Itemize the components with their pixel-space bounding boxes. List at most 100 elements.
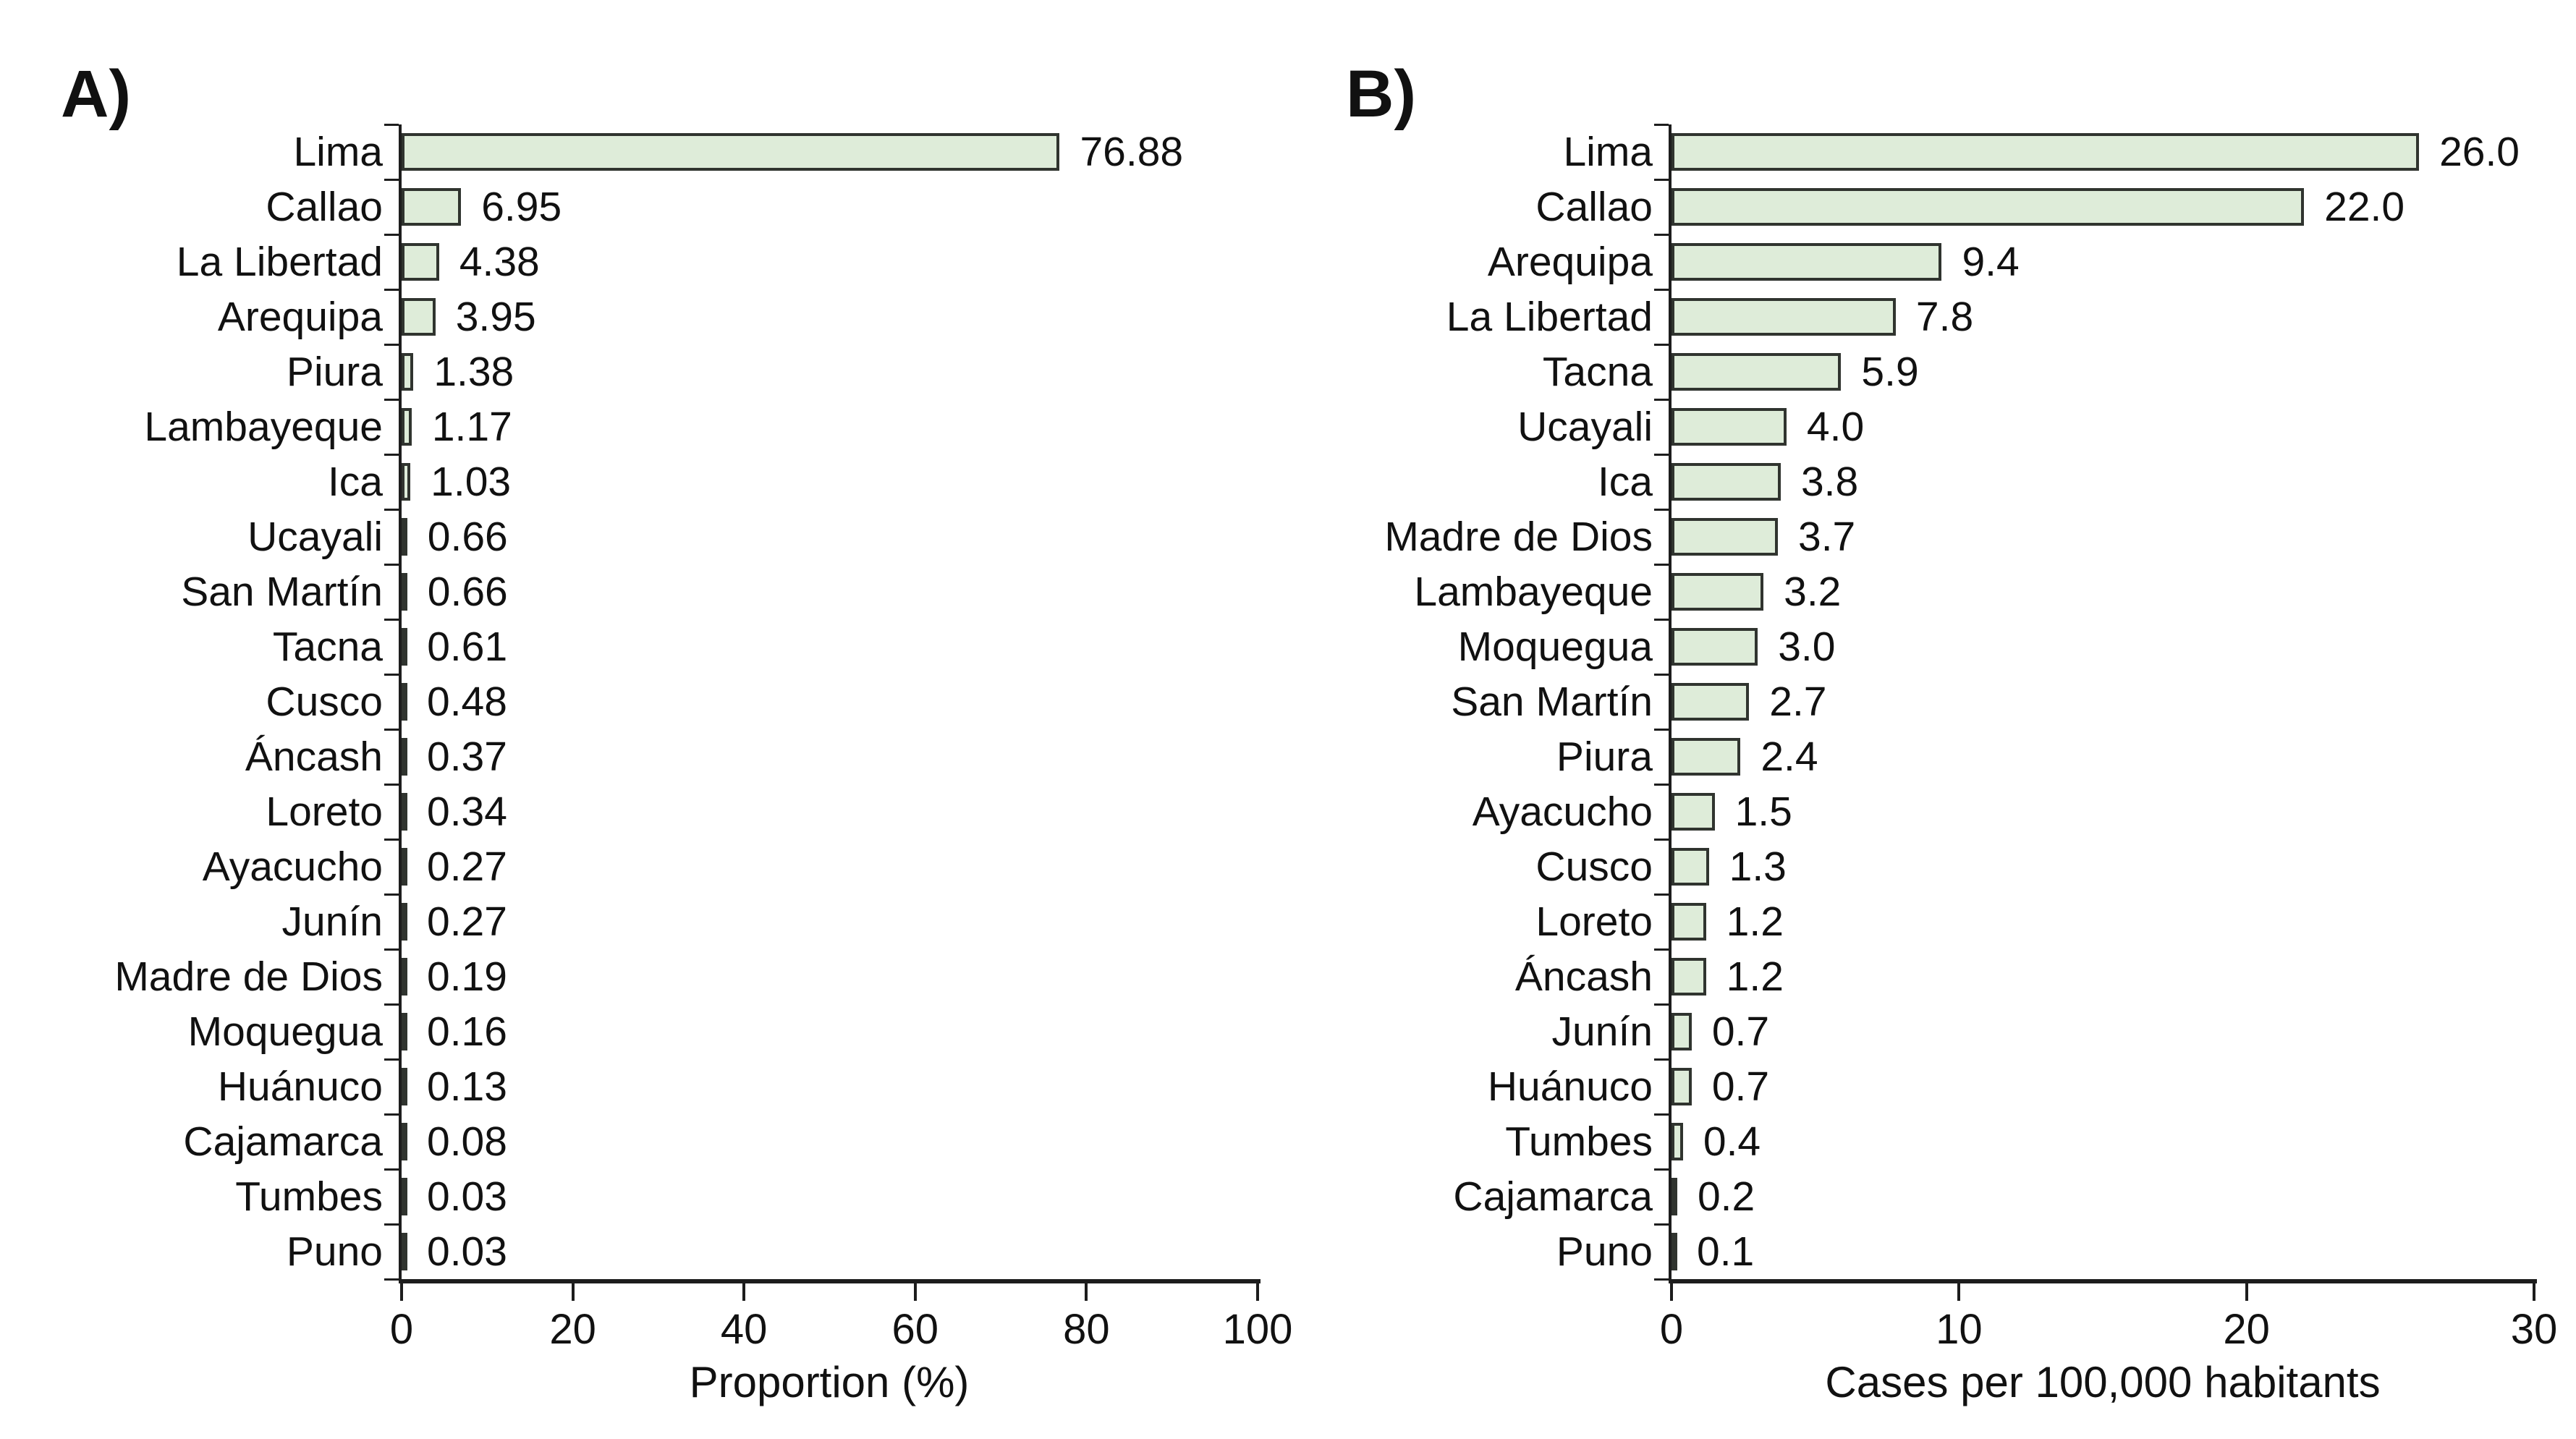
bar: [1672, 628, 1758, 666]
y-axis-tick: [1654, 1278, 1669, 1281]
y-axis-tick: [384, 234, 399, 236]
y-axis-tick: [1654, 1058, 1669, 1061]
x-tick-label: 0: [389, 1306, 414, 1353]
bar: [402, 793, 407, 831]
bar: [402, 1178, 407, 1215]
y-axis-tick: [1654, 1113, 1669, 1116]
value-label: 3.95: [455, 294, 536, 340]
category-label: Lima: [293, 129, 383, 175]
y-axis-tick: [1654, 179, 1669, 181]
y-axis-tick: [1654, 674, 1669, 676]
bar: [1672, 738, 1741, 776]
value-label: 1.5: [1734, 789, 1792, 835]
bar: [402, 958, 407, 996]
category-label: Lambayeque: [144, 404, 383, 450]
bar: [1672, 1233, 1677, 1270]
value-label: 0.61: [427, 624, 508, 670]
y-axis-tick: [1654, 564, 1669, 566]
x-tick-label: 40: [720, 1306, 768, 1353]
category-label: San Martín: [181, 569, 383, 615]
value-label: 1.2: [1726, 954, 1784, 1000]
category-label: Huánuco: [217, 1064, 383, 1110]
category-label: Cajamarca: [183, 1118, 383, 1165]
x-axis-tick: [742, 1283, 746, 1301]
y-axis-tick: [384, 454, 399, 456]
y-axis-tick: [1654, 289, 1669, 291]
value-label: 7.8: [1915, 294, 1974, 340]
category-label: Puno: [286, 1228, 383, 1275]
y-axis-tick: [1654, 399, 1669, 401]
y-axis-tick: [384, 1113, 399, 1116]
y-axis-tick: [384, 399, 399, 401]
category-label: Madre de Dios: [1384, 514, 1653, 560]
value-label: 3.8: [1800, 459, 1859, 505]
category-label: Ica: [327, 459, 383, 505]
bar: [402, 573, 407, 611]
bar: [1672, 133, 2420, 171]
value-label: 0.48: [427, 679, 507, 725]
value-label: 2.4: [1761, 734, 1818, 780]
category-label: Arequipa: [1487, 239, 1653, 285]
category-label: Cusco: [266, 679, 383, 725]
y-axis-tick: [1654, 1223, 1669, 1226]
y-axis-tick: [1654, 1003, 1669, 1006]
value-label: 5.9: [1861, 349, 1919, 395]
y-axis-tick: [384, 1278, 399, 1281]
category-label: Madre de Dios: [114, 954, 383, 1000]
x-tick-label: 100: [1222, 1306, 1293, 1353]
y-axis-tick: [1654, 454, 1669, 456]
value-label: 1.03: [431, 459, 512, 505]
value-label: 26.0: [2439, 129, 2520, 175]
y-axis-tick: [384, 729, 399, 731]
y-axis-tick: [384, 344, 399, 346]
category-label: Tumbes: [1505, 1118, 1653, 1165]
category-label: Tacna: [272, 624, 383, 670]
y-axis-tick: [1654, 839, 1669, 841]
value-label: 0.08: [427, 1118, 507, 1165]
x-axis-tick: [2245, 1283, 2248, 1301]
category-label: Callao: [266, 184, 383, 230]
x-axis-tick: [571, 1283, 575, 1301]
x-tick-label: 80: [1063, 1306, 1110, 1353]
value-label: 1.2: [1726, 899, 1784, 945]
category-label: Arequipa: [217, 294, 383, 340]
bar: [1672, 518, 1778, 556]
y-axis-tick: [384, 1223, 399, 1226]
bar: [402, 1123, 407, 1160]
value-label: 0.1: [1697, 1228, 1755, 1275]
y-axis-tick: [384, 893, 399, 896]
bar: [1672, 463, 1781, 501]
value-label: 3.2: [1784, 569, 1842, 615]
x-axis-tick: [1256, 1283, 1259, 1301]
value-label: 22.0: [2324, 184, 2405, 230]
y-axis-line: [399, 124, 402, 1283]
bar: [1672, 848, 1709, 886]
bar: [1672, 573, 1764, 611]
y-axis-tick: [384, 564, 399, 566]
bar: [1672, 408, 1787, 446]
value-label: 0.13: [427, 1064, 507, 1110]
category-label: Loreto: [1535, 899, 1653, 945]
category-label: Moquegua: [1457, 624, 1653, 670]
bar: [402, 298, 436, 336]
y-axis-tick: [1654, 234, 1669, 236]
category-label: Lambayeque: [1414, 569, 1653, 615]
y-axis-tick: [1654, 729, 1669, 731]
value-label: 6.95: [481, 184, 562, 230]
category-label: Tumbes: [235, 1173, 383, 1220]
y-axis-tick: [384, 674, 399, 676]
x-tick-label: 10: [1936, 1306, 1983, 1353]
category-label: Cajamarca: [1453, 1173, 1653, 1220]
bar: [402, 353, 414, 391]
x-axis-tick: [1670, 1283, 1673, 1301]
y-axis-tick: [384, 1058, 399, 1061]
value-label: 4.38: [459, 239, 540, 285]
bar: [1672, 793, 1715, 831]
bar: [1672, 1013, 1692, 1050]
bar: [402, 683, 407, 721]
bar: [402, 243, 439, 281]
bar: [1672, 1178, 1677, 1215]
value-label: 0.16: [427, 1009, 507, 1055]
y-axis-tick: [384, 784, 399, 786]
bar: [402, 463, 411, 501]
